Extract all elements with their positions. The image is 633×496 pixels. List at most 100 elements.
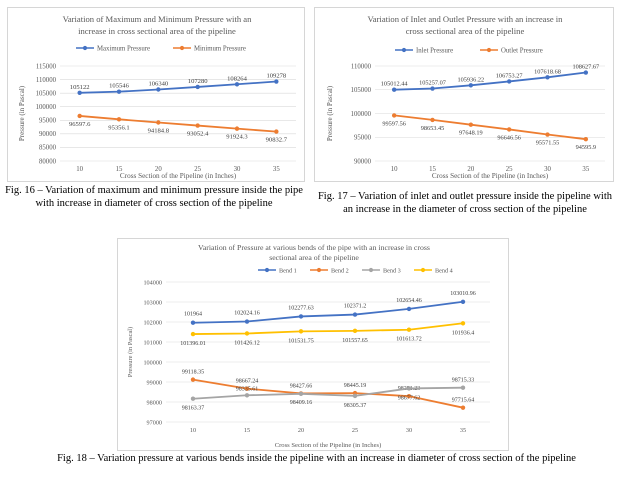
series-line	[192, 378, 464, 409]
y-tick-label: 104000	[143, 279, 162, 286]
y-axis-label: Pressure (in Pascal)	[18, 85, 26, 141]
data-label: 101396.01	[180, 341, 206, 347]
data-label: 102024.16	[234, 311, 260, 317]
legend-marker	[401, 47, 407, 53]
legend-label: Inlet Pressure	[416, 48, 453, 55]
y-tick-label: 98000	[147, 399, 162, 406]
data-label: 97715.64	[452, 398, 475, 404]
y-tick-label: 102000	[143, 319, 162, 326]
x-tick-label: 35	[582, 166, 589, 173]
data-point	[352, 393, 358, 399]
chart-fig16: Variation of Maximum and Minimum Pressur…	[7, 7, 305, 182]
data-label: 98427.66	[290, 383, 313, 389]
data-point	[468, 122, 474, 127]
data-label: 101964	[184, 312, 202, 318]
series-line	[79, 80, 277, 94]
legend-label: Bend 2	[331, 268, 349, 275]
x-tick-label: 25	[506, 166, 513, 173]
y-tick-label: 100000	[351, 111, 372, 118]
data-label: 105936.22	[457, 76, 484, 83]
x-tick-label: 20	[298, 427, 304, 434]
legend-label: Bend 3	[383, 268, 401, 275]
data-point	[234, 82, 240, 87]
chart-title: increase in cross sectional area of the …	[78, 26, 236, 36]
data-point	[274, 129, 279, 134]
x-tick-label: 25	[352, 427, 358, 434]
data-point	[430, 117, 435, 123]
x-tick-label: 15	[116, 166, 123, 173]
chart-fig17: Variation of Inlet and Outlet Pressure w…	[314, 7, 614, 182]
data-label: 107280	[188, 78, 208, 85]
caption-fig16: Fig. 16 – Variation of maximum and minim…	[5, 185, 303, 209]
series-line	[192, 300, 464, 324]
data-point	[116, 89, 122, 94]
x-tick-label: 25	[194, 166, 201, 173]
x-axis-label: Cross Section of the Pipeline (in Inches…	[120, 172, 237, 180]
x-tick-label: 30	[544, 166, 551, 173]
data-point	[506, 79, 512, 84]
data-point	[430, 86, 435, 91]
data-label: 106753.27	[496, 72, 523, 79]
data-point	[156, 87, 161, 92]
data-label: 106340	[148, 81, 168, 88]
data-label: 99597.56	[382, 120, 406, 127]
data-point	[460, 321, 466, 326]
y-tick-label: 90000	[39, 131, 57, 138]
y-tick-label: 95000	[354, 135, 372, 142]
series-line	[394, 114, 586, 141]
caption-fig17: Fig. 17 – Variation of inlet and outlet …	[317, 191, 613, 215]
y-tick-label: 110000	[351, 63, 372, 70]
data-point	[190, 320, 196, 325]
data-label: 108264	[227, 75, 247, 82]
data-label: 108627.67	[572, 64, 599, 71]
chart-title: sectional area of the pipeline	[269, 253, 359, 262]
caption-fig18: Fig. 18 – Variation pressure at various …	[57, 453, 576, 464]
data-point	[506, 127, 512, 132]
data-label: 98335.61	[236, 386, 259, 392]
data-point	[190, 377, 196, 382]
data-label: 105546	[109, 83, 129, 90]
data-label: 101557.65	[342, 338, 368, 344]
data-point	[406, 327, 412, 332]
data-point	[274, 79, 279, 84]
y-tick-label: 100000	[143, 359, 162, 366]
chart-fig18: Variation of Pressure at various bends o…	[117, 238, 509, 451]
legend-marker	[316, 267, 322, 273]
data-label: 93052.4	[187, 131, 209, 138]
series-line	[79, 115, 277, 133]
y-axis-label: Pressure (in Pascal)	[326, 85, 334, 141]
data-point	[391, 87, 397, 92]
legend-label: Outlet Pressure	[501, 48, 543, 55]
legend-marker	[179, 45, 185, 51]
data-label: 98445.19	[344, 383, 367, 389]
legend-marker	[368, 267, 374, 273]
data-label: 98653.45	[421, 125, 445, 132]
series-line	[192, 386, 464, 400]
y-tick-label: 97000	[147, 419, 162, 426]
x-tick-label: 10	[391, 166, 398, 173]
data-point	[460, 405, 466, 410]
x-tick-label: 30	[406, 427, 412, 434]
data-label: 95356.1	[108, 124, 129, 131]
y-tick-label: 103000	[143, 299, 162, 306]
data-point	[195, 84, 200, 90]
x-axis-label: Cross Section of the Pipeline (in Inches…	[275, 442, 382, 449]
data-point	[583, 70, 589, 75]
data-point	[460, 385, 466, 390]
data-label: 105122	[70, 84, 90, 91]
x-tick-label: 15	[244, 427, 250, 434]
data-label: 101531.75	[288, 338, 314, 344]
data-label: 105257.07	[419, 80, 446, 87]
data-label: 94595.9	[576, 144, 596, 151]
data-label: 101936.4	[452, 330, 475, 336]
data-point	[116, 117, 122, 122]
data-point	[460, 299, 466, 304]
legend-label: Maximum Pressure	[97, 46, 150, 53]
data-point	[244, 319, 250, 324]
data-label: 107618.68	[534, 68, 561, 75]
y-tick-label: 110000	[36, 77, 57, 84]
data-point	[391, 113, 397, 118]
y-tick-label: 90000	[354, 158, 372, 165]
data-label: 91924.3	[226, 134, 248, 141]
legend-marker	[82, 45, 88, 51]
